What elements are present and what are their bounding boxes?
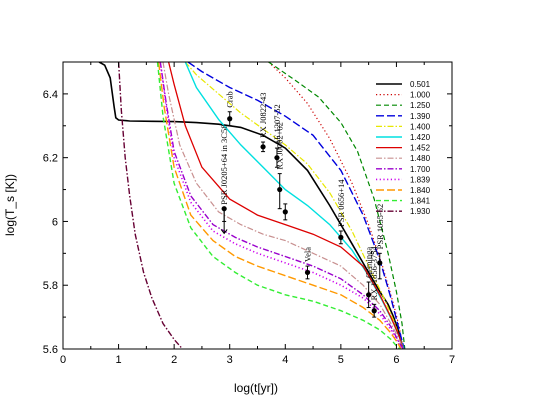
upper-limit-arrow: [220, 229, 228, 235]
legend-label-5: 1.420: [410, 133, 431, 142]
x-tick-label: 3: [227, 354, 233, 366]
x-tick-label: 7: [449, 354, 455, 366]
legend-label-10: 1.840: [410, 186, 431, 195]
series-line-4: [184, 62, 405, 349]
data-point: [366, 292, 372, 298]
series-line-10: [157, 62, 402, 349]
x-tick-label: 0: [60, 354, 66, 366]
data-point: [282, 209, 288, 215]
data-point: [377, 260, 383, 266]
annotation-label: PSR 0656+14: [336, 179, 346, 227]
annotation-label: 1E 1207-52: [272, 104, 282, 144]
series-line-5: [184, 62, 405, 349]
annotation-label: PSR J0205+64 in 3C58: [219, 125, 229, 205]
legend-label-0: 0.501: [410, 80, 431, 89]
data-point: [338, 234, 344, 240]
x-tick-label: 2: [171, 354, 177, 366]
y-axis-label: log(T_s [K]): [3, 174, 17, 236]
legend-label-4: 1.400: [410, 122, 431, 131]
y-tick-label: 5.8: [43, 280, 58, 292]
series-line-2: [268, 62, 406, 349]
data-point: [371, 308, 377, 314]
legend-label-9: 1.839: [410, 175, 431, 184]
x-tick-label: 4: [282, 354, 288, 366]
y-tick-label: 6: [52, 216, 58, 228]
annotation-label: RX J0822-43: [258, 92, 268, 138]
annotation-label: Vela: [303, 247, 313, 262]
annotation-label: PSR 1055-52: [375, 204, 385, 250]
series-line-0: [98, 62, 404, 349]
legend-label-7: 1.480: [410, 154, 431, 163]
series-line-1: [268, 62, 404, 349]
y-tick-label: 6.2: [43, 153, 58, 165]
data-point: [274, 155, 280, 161]
series-line-11: [156, 62, 401, 349]
series-line-7: [162, 62, 404, 349]
x-tick-label: 5: [338, 354, 344, 366]
legend-label-8: 1.700: [410, 165, 431, 174]
annotation-label: Crab: [225, 91, 235, 108]
series-line-6: [167, 62, 404, 349]
x-tick-label: 1: [116, 354, 122, 366]
series-line-9: [159, 62, 403, 349]
data-point: [221, 206, 227, 212]
legend-label-6: 1.452: [410, 144, 431, 153]
data-point: [260, 144, 266, 150]
legend-label-1: 1.000: [410, 91, 431, 100]
x-tick-label: 6: [393, 354, 399, 366]
data-point: [304, 269, 311, 276]
annotation-label: RX J1856-3754: [369, 246, 379, 301]
series-line-3: [187, 62, 405, 349]
y-tick-label: 5.6: [43, 344, 58, 356]
series-line-12: [117, 62, 184, 349]
data-point: [277, 186, 283, 193]
annotation-label: Geminga: [364, 247, 374, 278]
legend-label-2: 1.250: [410, 101, 431, 110]
legend-label-3: 1.390: [410, 112, 431, 121]
data-point: [227, 116, 233, 122]
annotation-label: RX J0002+62: [275, 122, 285, 170]
axes-layer: 0 1 2 3 4 5 6 7 5.6 5.8 6 6.2 6.4: [43, 61, 455, 366]
legend-label-11: 1.841: [410, 197, 431, 206]
y-tick-label: 6.4: [43, 89, 58, 101]
legend-label-12: 1.930: [410, 207, 431, 216]
x-axis-label: log(t[yr]): [234, 381, 278, 395]
series-line-8: [159, 62, 404, 349]
series-layer: [98, 62, 406, 349]
observations-layer: [220, 111, 383, 318]
